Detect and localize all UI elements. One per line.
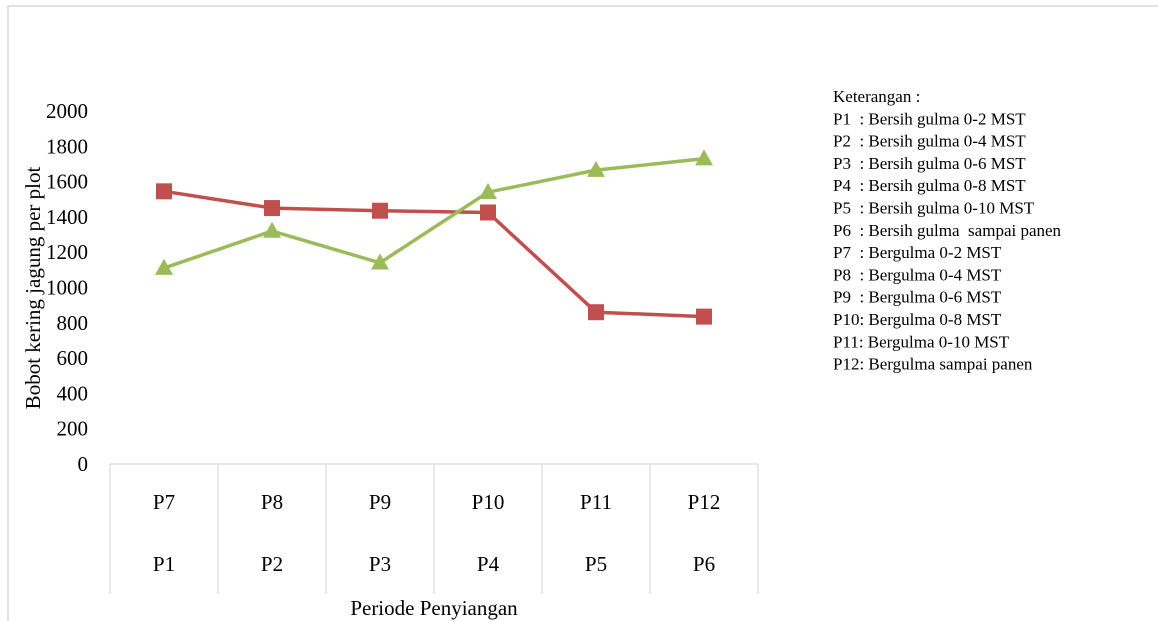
legend-line: P5 : Bersih gulma 0-10 MST	[833, 199, 1035, 218]
x-tick-label-row2: P1	[153, 552, 175, 576]
y-tick-label: 1400	[46, 205, 88, 229]
x-tick-label-row1: P8	[261, 490, 283, 514]
legend-line: P1 : Bersih gulma 0-2 MST	[833, 109, 1026, 128]
x-axis-category-table	[109, 463, 759, 594]
x-tick-label-row1: P9	[369, 490, 391, 514]
data-point-triangle	[479, 182, 497, 199]
legend-line: P2 : Bersih gulma 0-4 MST	[833, 132, 1026, 151]
data-point-square	[696, 308, 712, 325]
x-tick-label-row2: P2	[261, 552, 283, 576]
data-point-triangle	[371, 253, 389, 270]
x-axis-title: Periode Penyiangan	[350, 596, 518, 620]
y-tick-label: 1600	[46, 170, 88, 194]
x-tick-label-row2: P5	[585, 552, 607, 576]
y-tick-label: 1000	[46, 276, 88, 300]
y-tick-label: 400	[57, 381, 89, 405]
x-tick-label-row1: P11	[580, 490, 612, 514]
y-tick-label: 600	[57, 346, 89, 370]
y-tick-label: 200	[57, 417, 89, 441]
series-line-2	[163, 156, 705, 270]
x-axis-labels: P7 P8 P9 P10 P11 P12 P1 P2 P3 P4 P5 P6	[153, 490, 720, 576]
x-tick-label-row1: P10	[472, 490, 505, 514]
legend-line: P3 : Bersih gulma 0-6 MST	[833, 154, 1026, 173]
legend-line: P8 : Bergulma 0-4 MST	[833, 265, 1002, 284]
data-point-triangle	[587, 160, 605, 177]
y-tick-label: 0	[78, 452, 89, 476]
series-lines	[163, 156, 705, 319]
series-line-1	[163, 189, 705, 319]
legend-line: P6 : Bersih gulma sampai panen	[833, 221, 1062, 240]
chart-frame	[7, 5, 1158, 621]
x-tick-label-row2: P3	[369, 552, 391, 576]
y-tick-label: 1800	[46, 134, 88, 158]
y-axis-title: Bobot kering jagung per plot	[21, 167, 45, 410]
data-point-triangle	[155, 258, 173, 275]
data-point-square	[588, 304, 604, 321]
y-axis-ticks: 0 200 400 600 800 1000 1200 1400 1600 1800 2000	[46, 99, 88, 476]
y-tick-label: 1200	[46, 240, 88, 264]
data-point-square	[480, 204, 496, 221]
data-point-triangle	[263, 221, 281, 238]
legend-line: P9 : Bergulma 0-6 MST	[833, 288, 1002, 307]
legend-line: P4 : Bersih gulma 0-8 MST	[833, 176, 1026, 195]
data-point-square	[156, 183, 172, 200]
data-point-square	[372, 202, 388, 219]
x-tick-label-row1: P12	[688, 490, 721, 514]
legend-line: P11: Bergulma 0-10 MST	[833, 332, 1010, 351]
legend-line: P7 : Bergulma 0-2 MST	[833, 243, 1002, 262]
x-tick-label-row2: P6	[693, 552, 715, 576]
x-tick-label-row1: P7	[153, 490, 175, 514]
legend: Keterangan : P1 : Bersih gulma 0-2 MST P2 …	[833, 87, 1062, 374]
legend-line: Keterangan :	[833, 87, 920, 106]
y-tick-label: 800	[57, 311, 89, 335]
y-tick-label: 2000	[46, 99, 88, 123]
x-tick-label-row2: P4	[477, 552, 500, 576]
series-markers	[155, 149, 713, 325]
legend-line: P12: Bergulma sampai panen	[833, 355, 1033, 374]
legend-line: P10: Bergulma 0-8 MST	[833, 310, 1002, 329]
data-point-triangle	[695, 149, 713, 166]
data-point-square	[264, 200, 280, 217]
